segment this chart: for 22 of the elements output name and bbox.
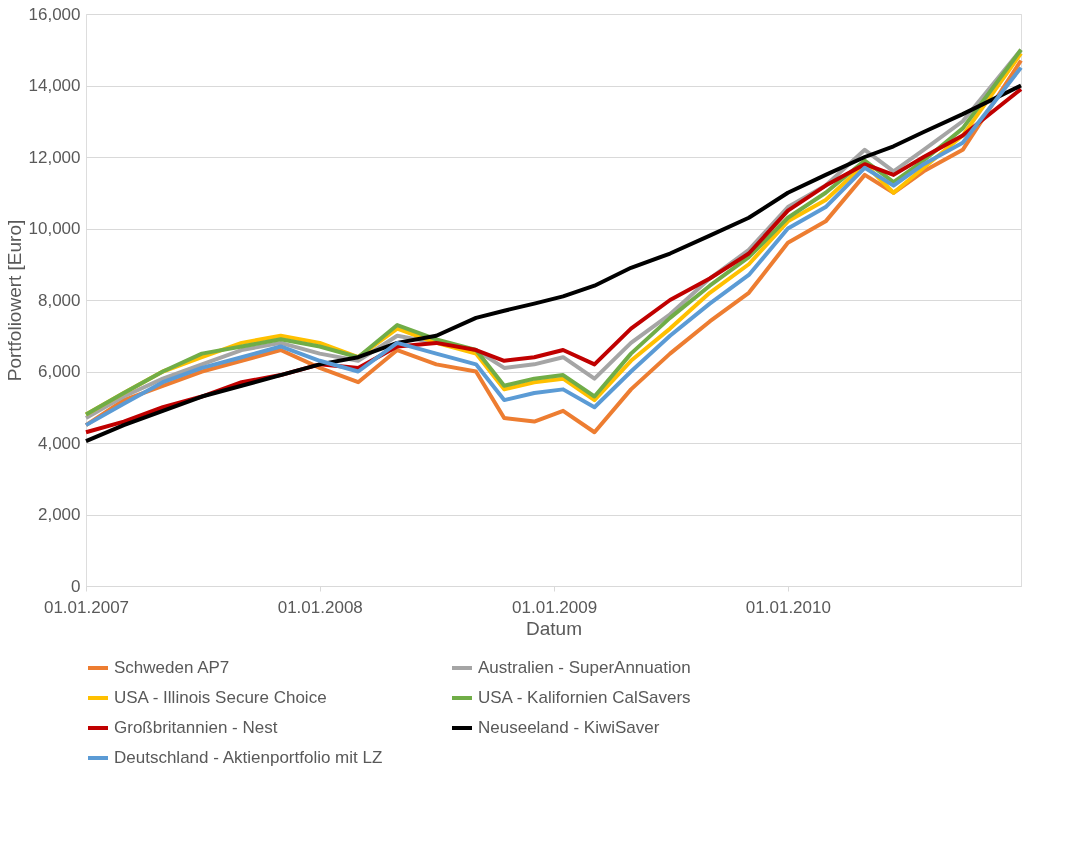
- x-axis-title: Datum: [526, 617, 582, 639]
- y-tick-label: 0: [71, 576, 81, 596]
- y-tick-label: 14,000: [28, 76, 81, 95]
- y-tick-label: 8,000: [37, 290, 81, 310]
- legend-label: Deutschland - Aktienportfolio mit LZ: [114, 748, 383, 767]
- legend-label: Großbritannien - Nest: [114, 718, 278, 737]
- y-tick-label: 16,000: [28, 4, 81, 24]
- y-axis-title: Portfoliowert [Euro]: [3, 219, 25, 382]
- y-tick-label: 6,000: [37, 362, 81, 381]
- y-tick-label: 12,000: [28, 147, 81, 167]
- y-tick-label: 10,000: [28, 219, 81, 238]
- legend-label: USA - Kalifornien CalSavers: [478, 688, 691, 707]
- legend-label: Schweden AP7: [114, 658, 230, 677]
- legend-label: USA - Illinois Secure Choice: [114, 688, 327, 707]
- y-tick-label: 4,000: [37, 433, 81, 453]
- x-tick-label: 01.01.2007: [43, 597, 130, 617]
- legend-label: Australien - SuperAnnuation: [478, 658, 691, 677]
- x-tick-label: 01.01.2008: [277, 597, 363, 617]
- y-tick-label: 2,000: [37, 505, 81, 524]
- legend-label: Neuseeland - KiwiSaver: [478, 718, 660, 737]
- x-tick-label: 01.01.2010: [745, 597, 831, 617]
- x-tick-label: 01.01.2009: [512, 597, 598, 617]
